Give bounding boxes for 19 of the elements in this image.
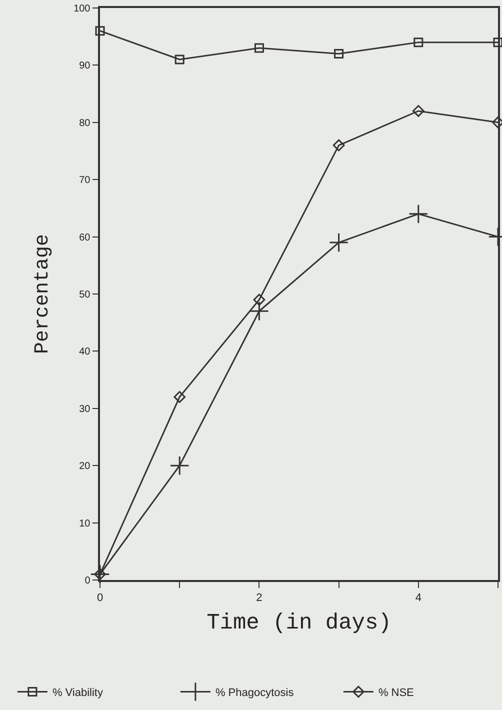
y-tick-label: 10	[79, 518, 91, 530]
y-tick-label: 20	[79, 461, 91, 472]
x-axis-title: Time (in days)	[206, 610, 392, 636]
y-tick-label: 40	[79, 346, 91, 358]
y-tick-label: 30	[79, 404, 91, 415]
y-axis-title: Percentage	[32, 234, 55, 354]
y-tick-label: 80	[79, 118, 91, 129]
legend-label: % NSE	[378, 687, 414, 700]
y-tick-label: 50	[79, 290, 91, 300]
y-tick-label: 90	[79, 60, 91, 72]
x-tick-label: 2	[256, 592, 262, 604]
y-tick-label: 0	[84, 576, 91, 586]
y-tick-label: 70	[79, 175, 91, 186]
legend-label: % Viability	[52, 687, 104, 700]
y-tick-label: 60	[79, 232, 91, 244]
legend-label: % Phagocytosis	[215, 687, 294, 700]
y-tick-label: 100	[74, 4, 91, 14]
x-tick-label: 4	[415, 592, 422, 604]
x-tick-label: 0	[96, 592, 104, 604]
